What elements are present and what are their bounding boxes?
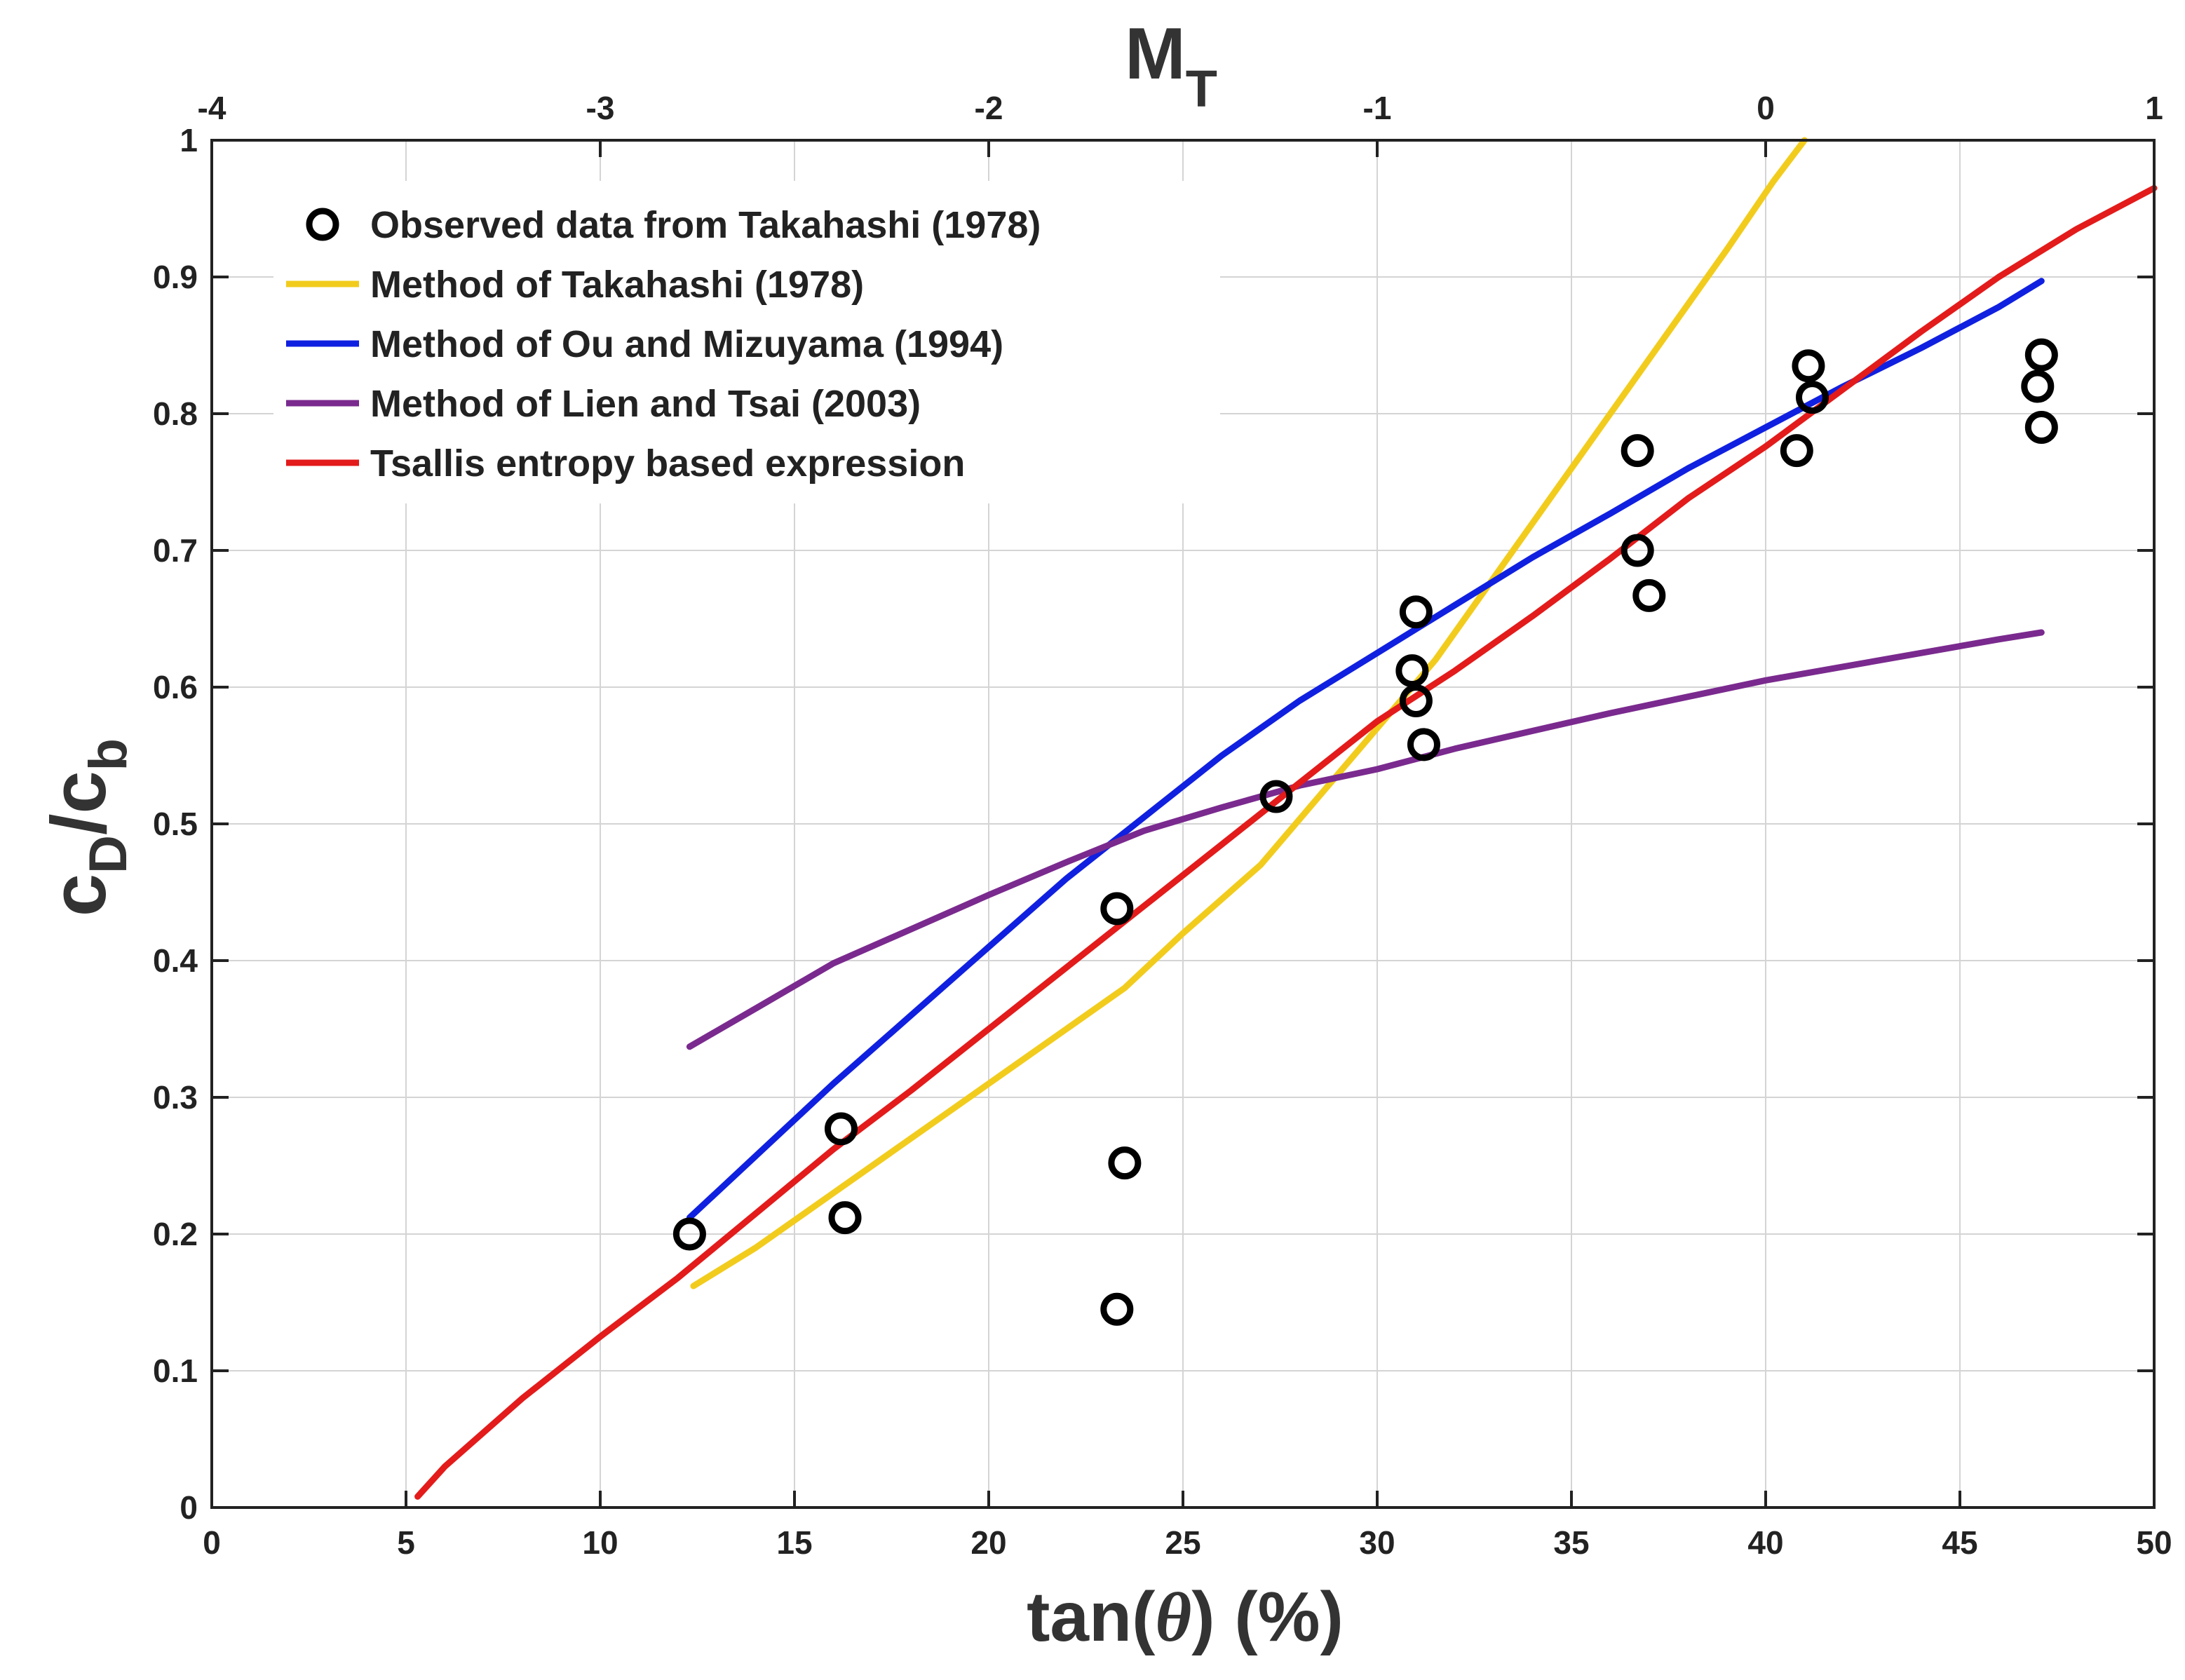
y-tick-label: 0.2 bbox=[153, 1216, 198, 1252]
x-axis-title-part-2: ) (%) bbox=[1191, 1578, 1344, 1656]
y-axis-title-slash: / bbox=[36, 813, 122, 835]
observed-point bbox=[1399, 684, 1433, 717]
legend-label-takahashi: Method of Takahashi (1978) bbox=[370, 264, 864, 306]
observed-point bbox=[1621, 534, 1654, 567]
observed-point bbox=[1100, 1292, 1134, 1326]
y-axis-title-sub-b: b bbox=[79, 738, 138, 771]
legend-label-lien-tsai: Method of Lien and Tsai (2003) bbox=[370, 383, 921, 425]
axis-ticks: 0 5 10 15 20 25 30 35 40 45 5000.10.20.30.40.50.60… bbox=[153, 90, 2172, 1561]
x-tick-label: 45 bbox=[1942, 1524, 1977, 1561]
x-tick-label: 50 bbox=[2136, 1524, 2172, 1561]
x-axis-title: tan(θ) (%) bbox=[1027, 1578, 1344, 1656]
y-axis-title-c2: c bbox=[36, 771, 122, 813]
top-axis-tick-label: -4 bbox=[198, 90, 226, 126]
y-tick-label: 0.6 bbox=[153, 669, 198, 705]
y-tick-label: 0 bbox=[180, 1489, 198, 1526]
x-tick-label: 10 bbox=[582, 1524, 618, 1561]
series-lines bbox=[414, 137, 2158, 1500]
x-tick-label: 30 bbox=[1359, 1524, 1395, 1561]
observed-point bbox=[1621, 434, 1654, 468]
top-axis-tick-label: -2 bbox=[975, 90, 1003, 126]
legend-label-tsallis: Tsallis entropy based expression bbox=[370, 442, 965, 485]
observed-point bbox=[2024, 411, 2058, 444]
y-axis-title-sub-d: D bbox=[79, 835, 138, 874]
top-axis-tick-label: -1 bbox=[1363, 90, 1392, 126]
y-tick-label: 0.7 bbox=[153, 532, 198, 569]
y-axis-title-c1: c bbox=[36, 874, 122, 916]
observed-point bbox=[1407, 728, 1440, 761]
observed-point bbox=[1632, 578, 1666, 612]
y-tick-label: 0.5 bbox=[153, 806, 198, 842]
observed-point bbox=[828, 1201, 862, 1235]
y-tick-label: 1 bbox=[180, 122, 198, 158]
y-tick-label: 0.8 bbox=[153, 395, 198, 432]
legend-label-ou-mizuyama: Method of Ou and Mizuyama (1994) bbox=[370, 323, 1003, 365]
observed-point bbox=[2024, 338, 2058, 372]
y-tick-label: 0.4 bbox=[153, 942, 198, 979]
observed-point bbox=[1395, 654, 1429, 688]
x-tick-label: 15 bbox=[776, 1524, 812, 1561]
observed-point bbox=[1792, 349, 1825, 383]
legend-marker-observed bbox=[306, 208, 339, 241]
observed-point bbox=[1399, 595, 1433, 629]
y-tick-label: 0.3 bbox=[153, 1079, 198, 1116]
top-axis-tick-label: 0 bbox=[1757, 90, 1775, 126]
observed-point bbox=[1108, 1146, 1142, 1180]
legend-label-observed: Observed data from Takahashi (1978) bbox=[370, 204, 1041, 246]
legend: Observed data from Takahashi (1978) Meth… bbox=[273, 181, 1220, 503]
x-tick-label: 25 bbox=[1165, 1524, 1200, 1561]
y-axis-title: cD/cb bbox=[36, 738, 138, 916]
y-tick-label: 0.9 bbox=[153, 259, 198, 295]
top-axis-title: MT bbox=[1125, 13, 1217, 118]
series-line-tsallis bbox=[414, 184, 2158, 1500]
observed-point bbox=[672, 1217, 706, 1251]
top-axis-title-m: M bbox=[1125, 13, 1186, 95]
top-axis-tick-label: -3 bbox=[586, 90, 615, 126]
observed-point bbox=[1780, 434, 1813, 468]
observed-point bbox=[2021, 370, 2055, 403]
x-tick-label: 0 bbox=[203, 1524, 221, 1561]
x-tick-label: 5 bbox=[397, 1524, 415, 1561]
observed-point bbox=[1100, 892, 1134, 926]
observed-point bbox=[1259, 780, 1293, 813]
y-tick-label: 0.1 bbox=[153, 1353, 198, 1389]
x-axis-title-theta: θ bbox=[1155, 1578, 1191, 1656]
series-line-lien-tsai bbox=[686, 629, 2045, 1050]
top-axis-tick-label: 1 bbox=[2145, 90, 2163, 126]
series-line-takahashi bbox=[690, 137, 1808, 1289]
observed-points bbox=[672, 338, 2058, 1326]
observed-point bbox=[824, 1112, 858, 1146]
x-tick-label: 20 bbox=[970, 1524, 1006, 1561]
observed-point bbox=[1795, 381, 1829, 414]
x-tick-label: 35 bbox=[1553, 1524, 1589, 1561]
legend-background bbox=[273, 181, 1220, 503]
top-axis-title-sub-t: T bbox=[1186, 60, 1217, 118]
x-tick-label: 40 bbox=[1747, 1524, 1783, 1561]
x-axis-title-part-1: tan( bbox=[1027, 1578, 1156, 1656]
